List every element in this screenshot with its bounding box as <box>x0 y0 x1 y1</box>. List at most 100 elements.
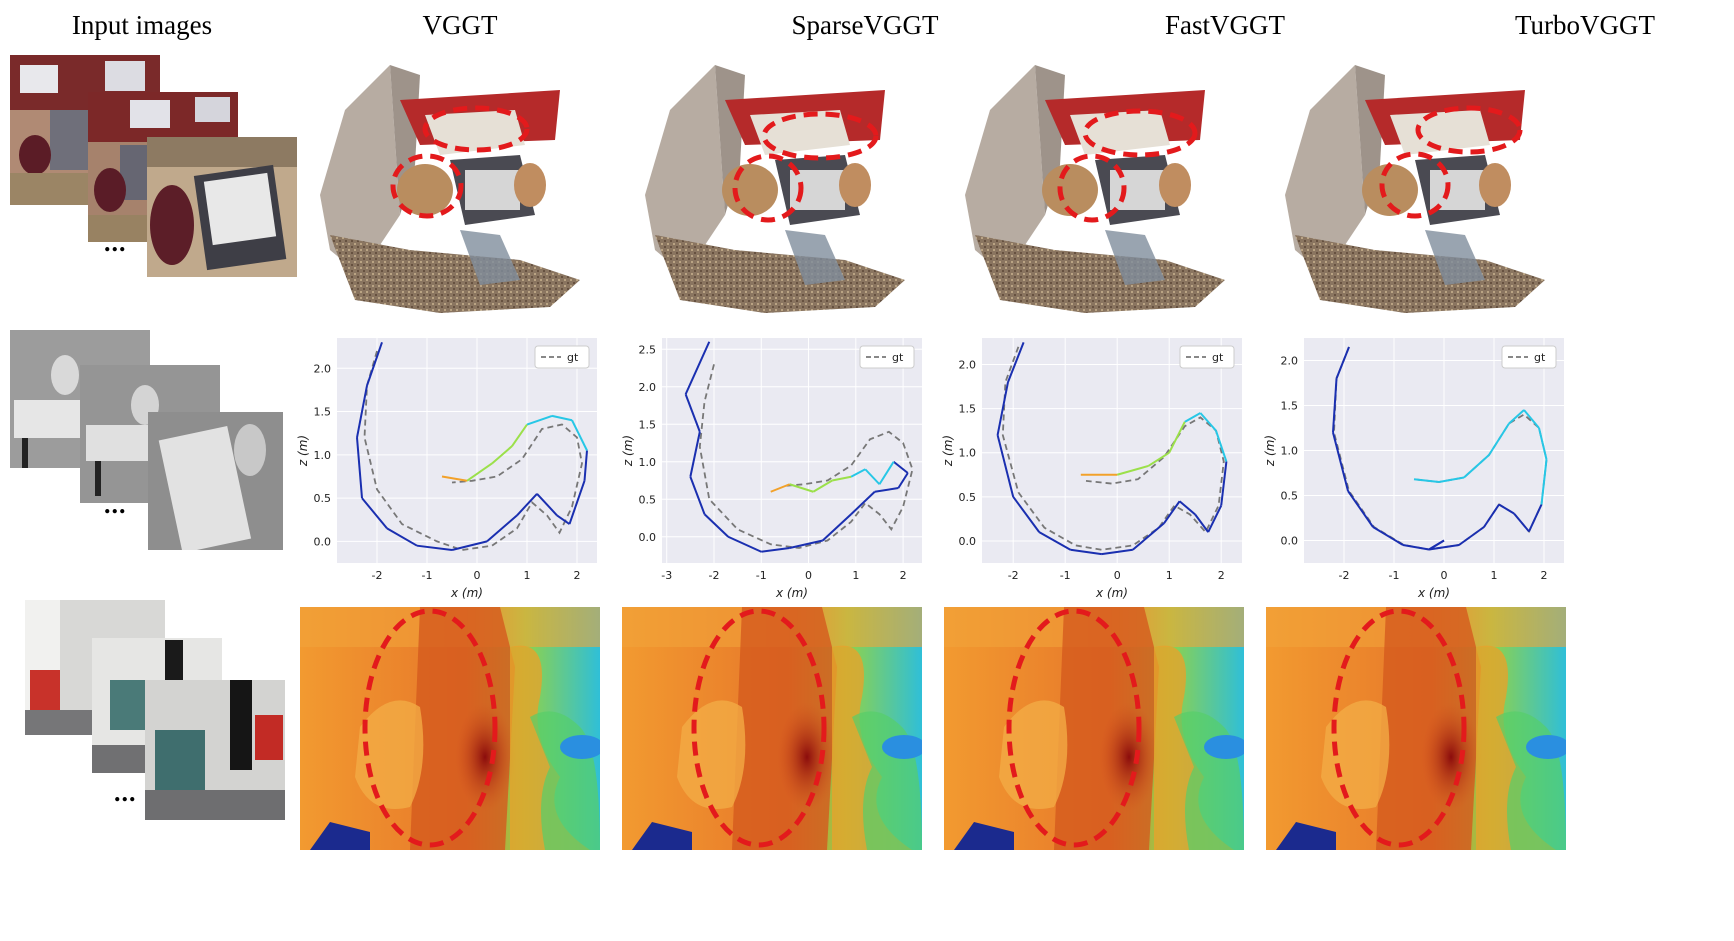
trajectory-segment <box>770 483 791 493</box>
trajectory-segment <box>1372 526 1404 546</box>
trajectory-plot-sparsevggt: -3 -2 -1 0 1 2 0.0 0.5 1.0 1.5 2.0 2.5 x (m) z (m) gt <box>621 338 922 600</box>
trajectory-segment <box>1101 548 1133 556</box>
trajectory-segment <box>893 460 909 474</box>
trajectory-segment <box>1488 422 1510 456</box>
trajectory-segment <box>996 434 1015 498</box>
y-axis-label: z (m) <box>1263 435 1277 467</box>
annotation-ellipses-pc-turbovggt <box>1379 105 1523 219</box>
plot-area <box>662 338 922 563</box>
input-image-stack-row2 <box>10 330 283 550</box>
plot-area <box>982 338 1242 563</box>
x-tick-label: -1 <box>1389 569 1400 582</box>
x-tick-label: -1 <box>1060 569 1071 582</box>
x-tick-label: -3 <box>661 569 672 582</box>
trajectory-segment <box>1540 459 1548 505</box>
trajectory-segment <box>684 341 711 395</box>
y-tick-label: 0.0 <box>639 531 657 544</box>
annotation-ellipse-depth-turbovggt <box>1331 608 1467 848</box>
y-tick-label: 0.5 <box>959 491 977 504</box>
trajectory-segment <box>1012 496 1041 533</box>
trajectory-segment <box>1147 451 1170 467</box>
ellipsis-row1: ... <box>104 228 127 257</box>
column-title-sparsevggt: SparseVGGT <box>791 10 939 40</box>
trajectory-segment <box>516 493 538 517</box>
y-tick-label: 2.0 <box>314 362 332 375</box>
trajectory-segment <box>703 513 729 538</box>
trajectory-segment <box>1523 409 1540 429</box>
trajectory-segment <box>812 479 833 493</box>
x-tick-label: -2 <box>709 569 720 582</box>
trajectory-segment <box>1513 512 1530 533</box>
y-tick-label: 1.5 <box>314 406 332 419</box>
annotation-ellipse-depth-fastvggt <box>1006 608 1142 848</box>
legend-box <box>1501 345 1557 369</box>
x-axis-label: x (m) <box>450 586 483 600</box>
trajectory-segment <box>356 385 368 438</box>
x-tick-label: 1 <box>852 569 859 582</box>
trajectory-segment <box>1528 504 1543 532</box>
y-tick-label: 1.5 <box>1281 400 1299 413</box>
trajectory-segment <box>1438 476 1465 483</box>
x-tick-label: 2 <box>574 569 581 582</box>
trajectory-segment <box>850 491 876 515</box>
trajectory-segment <box>1335 346 1350 379</box>
trajectory-segment <box>1132 522 1165 551</box>
y-tick-label: 2.0 <box>639 381 657 394</box>
legend-label: gt <box>892 351 904 364</box>
trajectory-segment <box>1498 503 1515 515</box>
x-tick-label: 0 <box>805 569 812 582</box>
column-title-vggt: VGGT <box>422 10 498 40</box>
legend-label: gt <box>567 351 579 364</box>
y-axis-label: z (m) <box>941 435 955 467</box>
y-tick-label: 0.0 <box>1281 535 1299 548</box>
trajectory-segment <box>1220 461 1228 506</box>
annotation-ellipses-pc-fastvggt <box>1057 108 1198 223</box>
trajectory-segment <box>1038 531 1071 551</box>
annotation-ellipse <box>732 153 804 223</box>
x-tick-label: 1 <box>524 569 531 582</box>
trajectory-segment <box>1347 490 1374 528</box>
trajectory-segment <box>1538 427 1548 460</box>
input-image-stack-row3 <box>25 600 285 820</box>
plot-area <box>337 338 597 563</box>
trajectory-plot-vggt: -2 -1 0 1 2 0.0 0.5 1.0 1.5 2.0 x (m) z (m) gt <box>296 338 597 600</box>
trajectory-segment <box>1413 478 1440 483</box>
trajectory-plot-turbovggt: -2 -1 0 1 2 0.0 0.5 1.0 1.5 2.0 x (m) z (m) gt <box>1263 338 1564 600</box>
x-tick-label: -1 <box>756 569 767 582</box>
trajectory-segment <box>568 480 586 525</box>
input-thumbnail <box>145 680 285 820</box>
y-tick-label: 0.5 <box>314 492 332 505</box>
y-tick-label: 0.0 <box>314 535 332 548</box>
trajectory-segment <box>1184 412 1201 423</box>
annotation-ellipse <box>761 111 879 161</box>
trajectory-segment <box>1508 409 1525 425</box>
x-tick-label: 0 <box>1114 569 1121 582</box>
annotation-ellipse <box>1331 608 1467 848</box>
annotation-ellipse <box>691 608 827 848</box>
trajectory-segment <box>1007 342 1025 383</box>
trajectory-segment <box>831 475 852 482</box>
annotation-ellipse <box>390 153 464 219</box>
annotation-ellipse-depth-sparsevggt <box>691 608 827 848</box>
annotation-ellipse <box>362 608 498 848</box>
legend-label: gt <box>1212 351 1224 364</box>
y-tick-label: 0.5 <box>639 493 657 506</box>
trajectory-segment <box>1483 503 1500 528</box>
x-tick-label: 2 <box>900 569 907 582</box>
trajectory-segment <box>1463 454 1490 479</box>
annotation-ellipse <box>1057 153 1127 223</box>
x-tick-label: -2 <box>1339 569 1350 582</box>
trajectory-segment <box>356 437 363 499</box>
trajectory-segment <box>416 544 453 552</box>
trajectory-segment <box>386 527 418 547</box>
trajectory-segment <box>511 423 528 447</box>
trajectory-segment <box>1215 430 1228 462</box>
trajectory-segment <box>1116 464 1149 476</box>
legend-box <box>859 345 915 369</box>
trajectory-segment <box>1178 500 1196 516</box>
input-thumbnail <box>147 137 297 277</box>
trajectory-segment <box>361 497 388 530</box>
trajectory-segment <box>874 487 899 493</box>
annotation-ellipse <box>422 105 530 153</box>
ellipsis-row3: ... <box>114 778 137 807</box>
